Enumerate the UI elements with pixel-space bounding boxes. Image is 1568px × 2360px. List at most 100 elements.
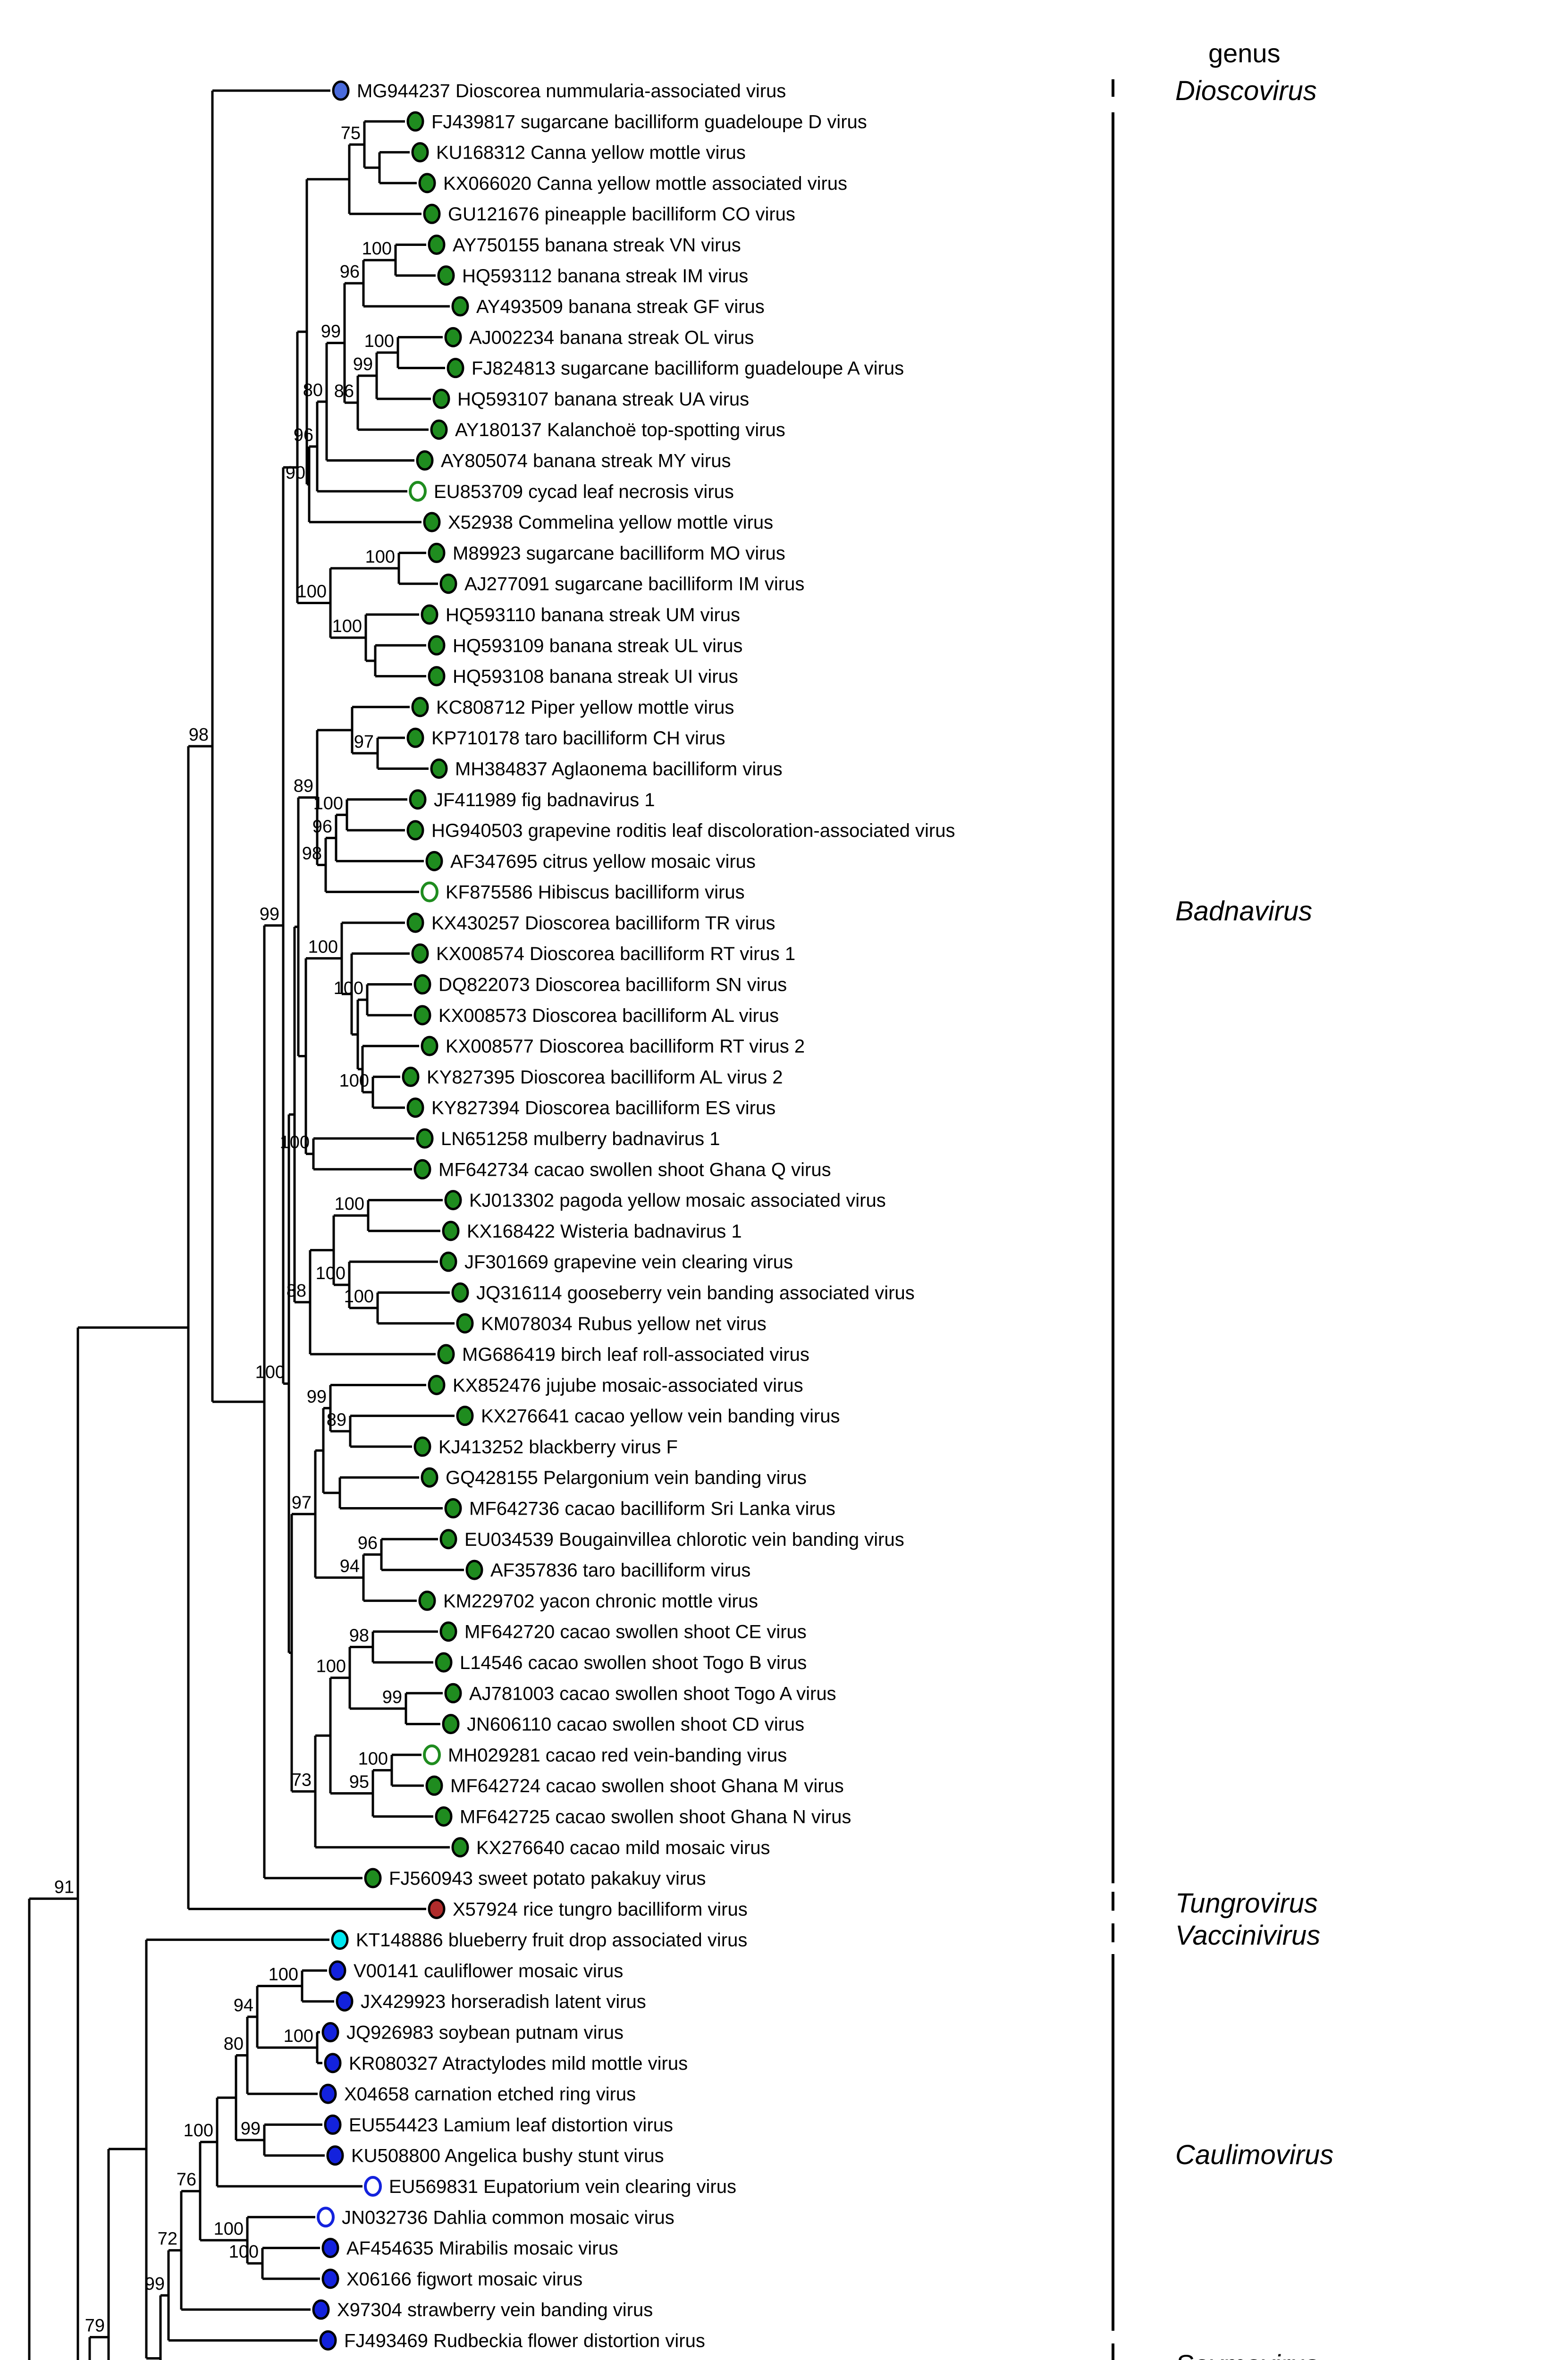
taxon-marker-icon <box>411 943 429 964</box>
taxon-marker-icon <box>439 1529 457 1550</box>
bootstrap-value: 100 <box>297 582 327 602</box>
bootstrap-value: 100 <box>255 1362 285 1382</box>
bootstrap-value: 100 <box>344 1287 374 1306</box>
bootstrap-value: 100 <box>229 2242 259 2262</box>
taxon-label: X97304 strawberry vein banding virus <box>337 2300 653 2320</box>
taxon-label: AF347695 citrus yellow mosaic virus <box>450 851 756 872</box>
taxon-marker-icon <box>413 974 431 995</box>
taxon-marker-icon <box>324 2053 342 2073</box>
taxon-label: AY180137 Kalanchoë top-spotting virus <box>455 420 785 440</box>
bootstrap-value: 97 <box>354 732 374 752</box>
taxon-markers-group <box>312 80 483 2351</box>
taxon-marker-icon <box>406 1097 424 1118</box>
taxon-marker-icon <box>413 1436 431 1457</box>
bootstrap-value: 100 <box>308 937 338 957</box>
taxon-label: KX430257 Dioscorea bacilliform TR virus <box>431 913 775 934</box>
taxon-marker-icon <box>423 203 441 224</box>
bootstrap-value: 100 <box>184 2121 213 2141</box>
bootstrap-value: 98 <box>302 844 322 864</box>
taxon-marker-icon <box>439 1251 457 1272</box>
hollow-taxon-marker-icon <box>421 881 438 902</box>
taxon-label: AF454635 Mirabilis mosaic virus <box>346 2238 618 2259</box>
taxon-marker-icon <box>409 789 427 810</box>
taxon-marker-icon <box>428 1374 446 1395</box>
bootstrap-value: 98 <box>189 725 209 745</box>
genus-bar-segment <box>1112 112 1114 1883</box>
taxon-label: HQ593112 banana streak IM virus <box>462 266 748 287</box>
taxon-label: KX276640 cacao mild mosaic virus <box>476 1837 770 1858</box>
bootstrap-value: 97 <box>292 1493 312 1513</box>
bootstrap-value: 100 <box>358 1749 388 1769</box>
taxon-marker-icon <box>444 1683 462 1703</box>
taxon-marker-icon <box>321 2268 339 2289</box>
taxon-marker-icon <box>418 1590 436 1611</box>
taxon-marker-icon <box>425 851 443 871</box>
taxon-label: M89923 sugarcane bacilliform MO virus <box>453 543 785 564</box>
taxon-label: LN651258 mulberry badnavirus 1 <box>441 1129 720 1149</box>
hollow-taxon-marker-icon <box>317 2207 335 2228</box>
bootstrap-value: 100 <box>313 793 343 813</box>
taxon-label: FJ560943 sweet potato pakakuy virus <box>389 1868 706 1889</box>
taxon-marker-icon <box>411 697 429 717</box>
bootstrap-value: 99 <box>353 354 373 374</box>
taxon-label: KC808712 Piper yellow mottle virus <box>436 697 734 718</box>
taxon-marker-icon <box>329 1960 346 1981</box>
taxon-label: AY805074 banana streak MY virus <box>441 451 731 472</box>
genus-label: Badnavirus <box>1175 896 1312 927</box>
taxon-marker-icon <box>428 1898 446 1919</box>
bootstrap-value: 100 <box>365 547 395 567</box>
taxon-label: MG686419 birch leaf roll-associated viru… <box>462 1344 809 1365</box>
taxon-marker-icon <box>451 296 469 317</box>
taxon-label: KY827395 Dioscorea bacilliform AL virus … <box>427 1067 783 1087</box>
bootstrap-value: 79 <box>85 2316 105 2336</box>
taxon-label: KJ013302 pagoda yellow mosaic associated… <box>469 1190 886 1211</box>
taxon-label: X06166 figwort mosaic virus <box>346 2269 582 2290</box>
taxon-marker-icon <box>428 635 446 656</box>
taxon-marker-icon <box>332 80 350 101</box>
bootstrap-value: 80 <box>303 380 323 400</box>
taxon-label: MF642720 cacao swollen shoot CE virus <box>464 1622 807 1643</box>
taxon-label: KM078034 Rubus yellow net virus <box>481 1314 767 1334</box>
genus-bar-segment <box>1112 1892 1114 1911</box>
taxon-label: AJ781003 cacao swollen shoot Togo A viru… <box>469 1683 836 1704</box>
taxon-marker-icon <box>444 327 462 347</box>
taxon-label: V00141 cauliflower mosaic virus <box>354 1961 623 1981</box>
taxon-labels-group: MG944237 Dioscorea nummularia-associated… <box>337 81 955 2351</box>
taxon-marker-icon <box>439 573 457 594</box>
genus-bar-segment <box>1112 1954 1114 2331</box>
bootstrap-value: 100 <box>332 616 362 636</box>
genus-column-group: genus Dioscovirus Badnavirus TungrovirusVa… <box>1112 38 1333 2360</box>
bootstrap-value: 99 <box>382 1687 402 1707</box>
taxon-label: X57924 rice tungro bacilliform virus <box>453 1899 748 1920</box>
taxon-label: JF411989 fig badnavirus 1 <box>434 790 655 810</box>
taxon-label: FJ493469 Rudbeckia flower distortion vir… <box>344 2330 705 2351</box>
taxon-label: AJ277091 sugarcane bacilliform IM virus <box>464 574 804 595</box>
genus-label: Soymovirus <box>1175 2350 1318 2360</box>
taxon-label: JN032736 Dahlia common mosaic virus <box>342 2207 674 2228</box>
taxon-label: EU569831 Eupatorium vein clearing virus <box>389 2176 736 2197</box>
bootstrap-value: 94 <box>234 1996 253 2015</box>
taxon-marker-icon <box>428 234 446 255</box>
bootstrap-value: 75 <box>341 123 361 143</box>
taxon-marker-icon <box>319 2330 337 2351</box>
taxon-label: JF301669 grapevine vein clearing virus <box>464 1252 793 1273</box>
taxon-label: GU121676 pineapple bacilliform CO virus <box>448 204 795 225</box>
bootstrap-value: 89 <box>327 1410 346 1430</box>
taxon-marker-icon <box>428 666 446 687</box>
taxon-marker-icon <box>418 173 436 194</box>
taxon-marker-icon <box>364 1868 382 1888</box>
taxon-marker-icon <box>428 542 446 563</box>
taxon-marker-icon <box>413 1005 431 1026</box>
taxon-marker-icon <box>456 1406 474 1426</box>
bootstrap-value: 76 <box>177 2170 196 2190</box>
bootstrap-value: 100 <box>316 1657 346 1677</box>
taxon-label: AF357836 taro bacilliform virus <box>490 1560 750 1581</box>
taxon-label: HQ593109 banana streak UL virus <box>453 635 742 656</box>
taxon-marker-icon <box>416 450 434 471</box>
taxon-marker-icon <box>437 1344 455 1365</box>
taxon-marker-icon <box>421 1036 438 1056</box>
bootstrap-value: 80 <box>224 2034 244 2054</box>
bootstrap-value: 89 <box>294 776 313 796</box>
taxon-label: HG940503 grapevine roditis leaf discolor… <box>431 820 955 841</box>
